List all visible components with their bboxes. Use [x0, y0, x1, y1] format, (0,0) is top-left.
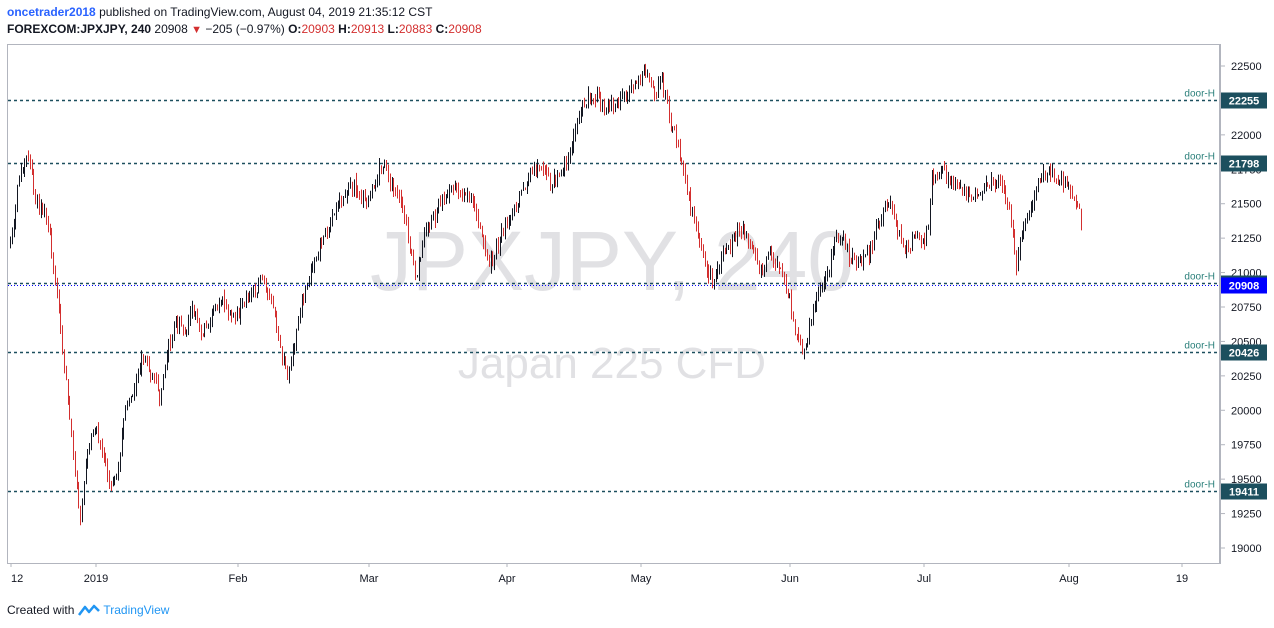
level-badge — [1221, 155, 1267, 172]
x-tick-label: Mar — [360, 573, 379, 585]
y-tick-label: 19500 — [1231, 474, 1262, 486]
level-badge — [1221, 92, 1267, 109]
open-label: O: — [288, 22, 302, 36]
y-tick-label: 20750 — [1231, 302, 1262, 314]
level-label: door-H — [1184, 272, 1215, 283]
y-tick-label: 21500 — [1231, 199, 1262, 211]
author-link[interactable]: oncetrader2018 — [7, 5, 96, 19]
down-triangle-icon: ▼ — [191, 24, 203, 36]
y-tick-label: 20000 — [1231, 405, 1262, 417]
x-tick-label: 2019 — [84, 573, 108, 585]
y-tick-label: 22500 — [1231, 61, 1262, 73]
last-price-badge — [1221, 277, 1267, 294]
x-tick-label: 12 — [11, 573, 23, 585]
x-tick-label: Jun — [781, 573, 799, 585]
level-label: door-H — [1184, 341, 1215, 352]
level-label: door-H — [1184, 480, 1215, 491]
symbol-legend: FOREXCOM:JPXJPY, 240 20908 ▼ −205 (−0.97… — [7, 22, 482, 36]
published-text: published on TradingView.com, August 04,… — [99, 5, 433, 19]
publish-info: oncetrader2018 published on TradingView.… — [7, 5, 432, 19]
last-price: 20908 — [154, 22, 188, 36]
y-tick-label: 19750 — [1231, 440, 1262, 452]
open-value: 20903 — [301, 22, 335, 36]
y-tick-label: 22000 — [1231, 130, 1262, 142]
footer: Created with TradingView — [7, 603, 169, 617]
high-value: 20913 — [350, 22, 385, 36]
level-label: door-H — [1184, 89, 1215, 100]
level-badge-value: 20426 — [1229, 348, 1260, 360]
y-tick-label: 19000 — [1231, 543, 1262, 555]
created-with-text: Created with — [7, 603, 75, 617]
tradingview-logo-icon — [78, 604, 101, 616]
y-tick-label: 19250 — [1231, 509, 1262, 521]
x-tick-label: Apr — [498, 573, 515, 585]
level-badge — [1221, 483, 1267, 500]
x-tick-label: Feb — [229, 573, 248, 585]
close-label: C: — [435, 22, 449, 36]
x-tick-label: 19 — [1176, 573, 1188, 585]
close-value: 20908 — [448, 22, 482, 36]
symbol-label: FOREXCOM:JPXJPY, 240 — [7, 22, 152, 36]
y-tick-label: 21250 — [1231, 233, 1262, 245]
y-tick-label: 20250 — [1231, 371, 1262, 383]
last-price-badge-value: 20908 — [1229, 281, 1260, 293]
low-value: 20883 — [398, 22, 433, 36]
x-tick-label: May — [631, 573, 652, 585]
level-badge-value: 21798 — [1229, 159, 1260, 171]
plot-area[interactable] — [7, 44, 1220, 564]
high-label: H: — [338, 22, 351, 36]
price-change: −205 (−0.97%) — [205, 22, 285, 36]
level-label: door-H — [1184, 152, 1215, 163]
level-badge-value: 22255 — [1229, 96, 1260, 108]
x-tick-label: Jul — [917, 573, 931, 585]
level-badge-value: 19411 — [1229, 487, 1259, 499]
watermark-name: Japan 225 CFD — [458, 339, 766, 388]
watermark-symbol: JPXJPY, 240 — [370, 214, 854, 308]
x-tick-label: Aug — [1059, 573, 1079, 585]
level-badge — [1221, 344, 1267, 361]
low-label: L: — [387, 22, 399, 36]
tradingview-link[interactable]: TradingView — [103, 603, 170, 617]
